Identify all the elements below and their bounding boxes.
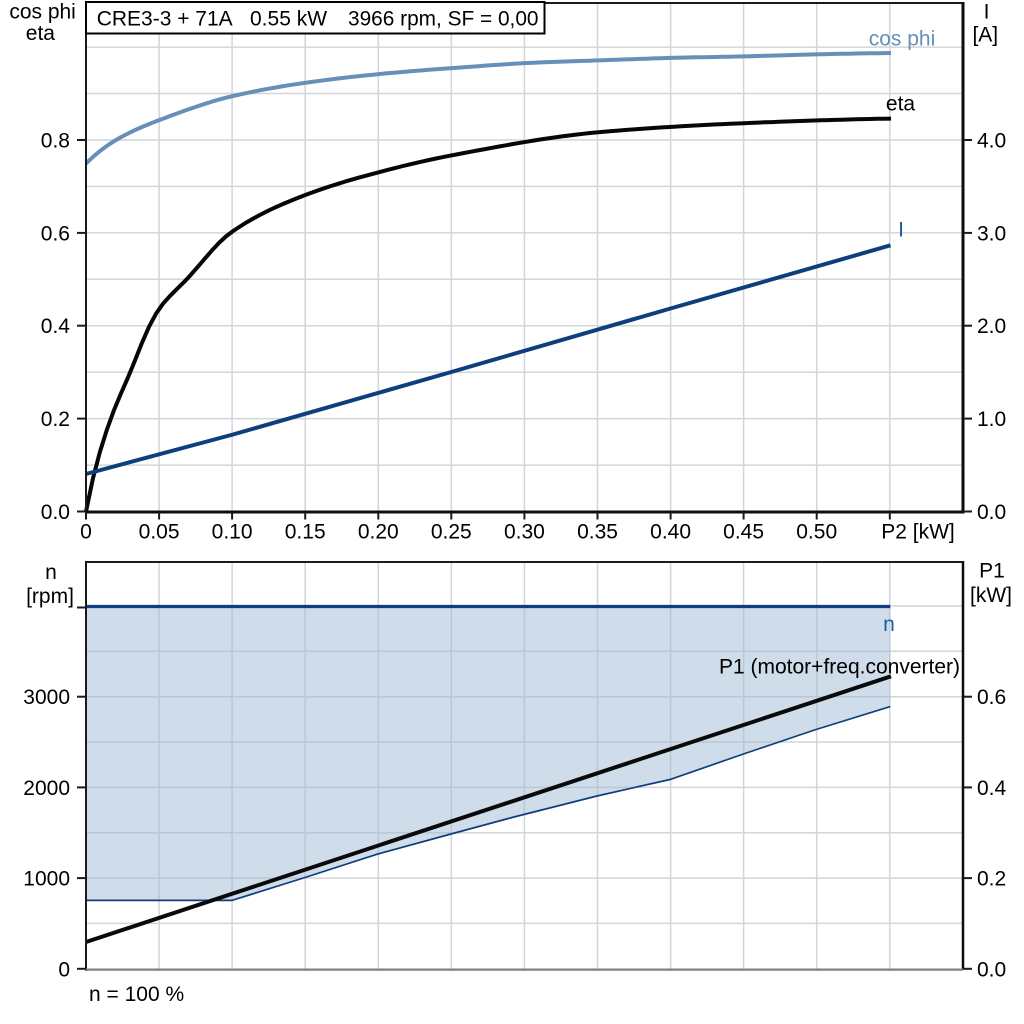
svg-text:P1: P1 xyxy=(979,560,1005,583)
svg-text:cos phi: cos phi xyxy=(9,0,76,23)
svg-text:0.25: 0.25 xyxy=(431,521,472,544)
svg-text:0.40: 0.40 xyxy=(650,521,691,544)
svg-text:P2 [kW]: P2 [kW] xyxy=(881,521,955,544)
svg-text:0: 0 xyxy=(58,958,70,981)
svg-text:0.35: 0.35 xyxy=(577,521,618,544)
svg-text:0.0: 0.0 xyxy=(977,501,1006,524)
svg-text:[rpm]: [rpm] xyxy=(26,585,74,608)
svg-text:0.2: 0.2 xyxy=(41,408,70,431)
svg-text:4.0: 4.0 xyxy=(977,130,1006,153)
svg-text:1.0: 1.0 xyxy=(977,408,1006,431)
svg-text:n: n xyxy=(883,613,895,636)
svg-text:0.8: 0.8 xyxy=(41,130,70,153)
svg-text:[kW]: [kW] xyxy=(970,584,1012,607)
svg-text:eta: eta xyxy=(886,93,916,116)
svg-text:2.0: 2.0 xyxy=(977,315,1006,338)
svg-text:n: n xyxy=(45,561,57,584)
svg-text:CRE3-3 + 71A: CRE3-3 + 71A xyxy=(97,8,233,31)
svg-text:0.20: 0.20 xyxy=(358,521,399,544)
svg-text:3966 rpm, SF = 0,00: 3966 rpm, SF = 0,00 xyxy=(348,8,539,31)
svg-text:0: 0 xyxy=(80,521,92,544)
svg-text:I: I xyxy=(898,219,904,242)
svg-text:0.6: 0.6 xyxy=(977,686,1006,709)
svg-text:0.4: 0.4 xyxy=(977,777,1007,800)
svg-text:0.55 kW: 0.55 kW xyxy=(250,8,327,31)
svg-text:0.15: 0.15 xyxy=(285,521,326,544)
svg-text:0.05: 0.05 xyxy=(139,521,180,544)
svg-text:n = 100 %: n = 100 % xyxy=(89,983,184,1006)
svg-text:0.6: 0.6 xyxy=(41,222,70,245)
svg-text:0.0: 0.0 xyxy=(41,501,70,524)
svg-text:I: I xyxy=(984,1,990,24)
svg-text:0.10: 0.10 xyxy=(212,521,253,544)
svg-text:0.30: 0.30 xyxy=(504,521,545,544)
svg-text:3000: 3000 xyxy=(23,686,70,709)
svg-text:0.2: 0.2 xyxy=(977,868,1006,891)
svg-text:1000: 1000 xyxy=(23,868,70,891)
svg-text:P1 (motor+freq.converter): P1 (motor+freq.converter) xyxy=(719,655,960,678)
svg-text:3.0: 3.0 xyxy=(977,222,1006,245)
svg-text:cos phi: cos phi xyxy=(869,28,936,51)
svg-text:0.45: 0.45 xyxy=(723,521,764,544)
svg-text:0.4: 0.4 xyxy=(41,315,71,338)
svg-text:[A]: [A] xyxy=(972,23,998,46)
svg-text:0.0: 0.0 xyxy=(977,958,1006,981)
svg-text:0.50: 0.50 xyxy=(796,521,837,544)
svg-text:2000: 2000 xyxy=(23,777,70,800)
svg-text:eta: eta xyxy=(26,22,56,45)
